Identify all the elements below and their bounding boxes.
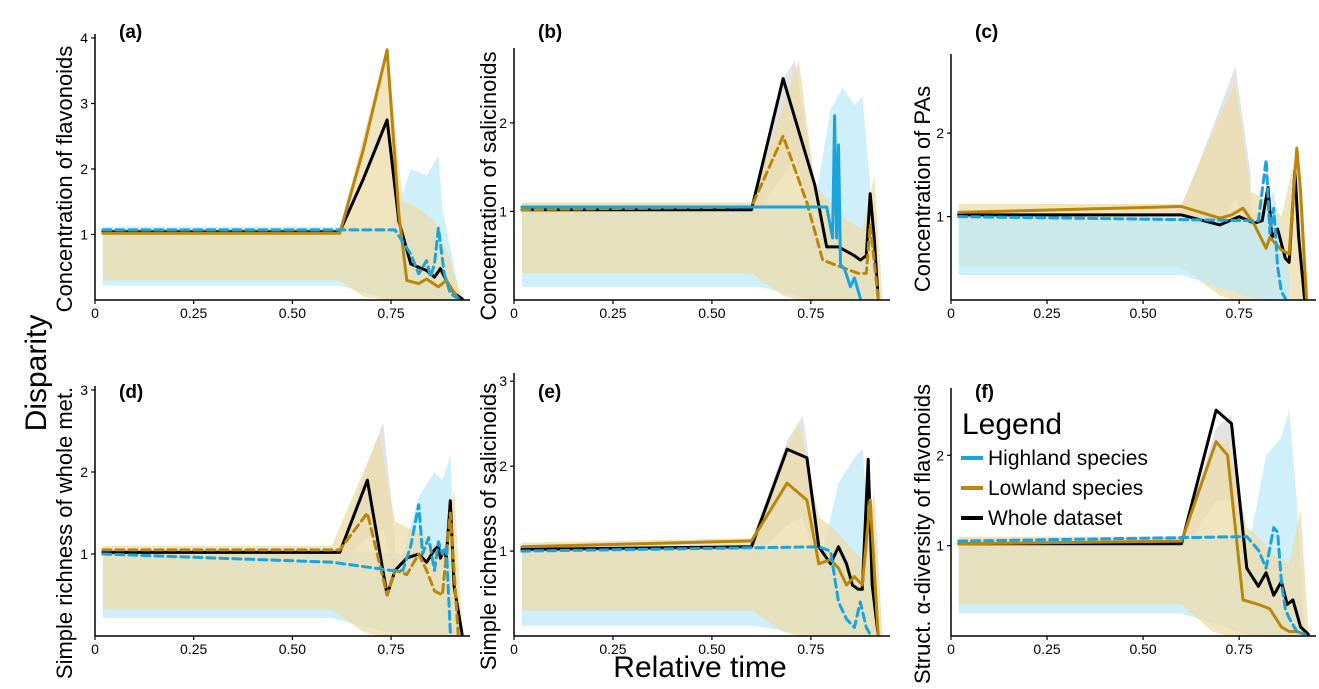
series-line-highland-species	[101, 226, 460, 301]
series-line-highland-species	[957, 158, 1287, 300]
y-tick-label: 1	[499, 203, 507, 219]
x-tick-label: 0.25	[180, 641, 207, 657]
x-tick-label: 0.75	[797, 641, 824, 657]
legend-item-label: Whole dataset	[988, 507, 1122, 530]
confidence-band-lowland-species	[958, 437, 1309, 636]
x-tick-label: 0	[510, 305, 518, 321]
panel-f: 0 0.25 0.50 0.75 1 2 (f) Struct. α-diversity of…	[910, 382, 1316, 684]
x-tick-label: 0.25	[1033, 305, 1060, 321]
y-tick-label: 2	[499, 115, 507, 131]
x-tick-label: 0	[510, 641, 518, 657]
x-tick-label: 0.50	[698, 305, 725, 321]
series-line-whole-dataset	[957, 408, 1310, 636]
series-line-highland-species	[101, 503, 456, 636]
shared-y-axis-label: Disparity	[20, 314, 53, 432]
x-tick-label: 0.75	[1226, 305, 1253, 321]
panel-label: (a)	[119, 22, 142, 43]
x-tick-label: 0.50	[1129, 305, 1156, 321]
y-tick-label: 1	[936, 538, 944, 554]
legend-item-label: Lowland species	[988, 477, 1143, 500]
series-line-highland-species	[520, 545, 872, 636]
y-axis-label: Struct. α-diversity of flavonoids	[910, 384, 935, 684]
series-line-lowland-species	[101, 511, 460, 636]
confidence-band-lowland-species	[521, 423, 883, 636]
x-tick-label: 0.25	[1033, 641, 1060, 657]
y-axis-label: Concentration of flavonoids	[52, 46, 77, 313]
y-axis-label: Simple richness of salicinoids	[476, 383, 501, 670]
x-tick-label: 0.75	[797, 305, 824, 321]
y-tick-label: 2	[936, 447, 944, 463]
x-tick-label: 0.50	[279, 305, 306, 321]
x-tick-label: 0	[947, 305, 955, 321]
y-tick-label: 4	[80, 30, 88, 46]
series-line-whole-dataset	[101, 478, 464, 636]
y-axis-label: Concentration of salicinoids	[476, 51, 501, 320]
y-tick-label: 2	[499, 458, 507, 474]
y-tick-label: 2	[80, 161, 88, 177]
x-tick-label: 0.50	[279, 641, 306, 657]
series-line-highland-species	[957, 526, 1306, 636]
x-tick-label: 0.25	[599, 305, 626, 321]
panel-label: (e)	[538, 382, 561, 403]
y-axis-label: Simple richness of whole met.	[52, 387, 77, 679]
series-line-lowland-species	[520, 481, 880, 636]
x-tick-label: 0	[91, 641, 99, 657]
x-tick-label: 0	[91, 305, 99, 321]
x-tick-label: 0.25	[599, 641, 626, 657]
panel-d: 0 0.25 0.50 0.75 1 2 3 (d) Simple richness of wh…	[52, 382, 470, 679]
panel-b: 0 0.25 0.50 0.75 1 2 (b) Concentration of salic…	[476, 22, 890, 321]
panel-label: (b)	[538, 22, 562, 43]
y-tick-label: 1	[80, 546, 88, 562]
x-tick-label: 0.75	[377, 305, 404, 321]
series-line-lowland-species	[101, 48, 460, 301]
y-tick-label: 3	[80, 382, 88, 398]
panel-e: 0 0.25 0.50 0.75 1 2 3 (e) Simple richness of sa…	[476, 373, 890, 670]
y-tick-label: 1	[499, 543, 507, 559]
shared-x-axis-label: Relative time	[613, 651, 787, 684]
x-tick-label: 0	[947, 641, 955, 657]
series-line-lowland-species	[957, 440, 1306, 636]
x-tick-label: 0.25	[180, 305, 207, 321]
y-tick-label: 3	[499, 373, 507, 389]
y-tick-label: 1	[936, 209, 944, 225]
series-line-highland-species	[520, 114, 862, 300]
y-axis-label: Concentration of PAs	[910, 86, 935, 292]
y-tick-label: 1	[80, 227, 88, 243]
panel-label: (f)	[975, 382, 994, 403]
confidence-band-lowland-species	[521, 60, 883, 301]
y-tick-label: 2	[80, 464, 88, 480]
legend-title: Legend	[962, 408, 1062, 441]
legend-item-label: Highland species	[988, 447, 1148, 470]
panel-label: (c)	[975, 22, 998, 43]
panel-c: 0 0.25 0.50 0.75 1 2 (c) Concentration of PAs	[910, 22, 1316, 321]
x-tick-label: 0.75	[377, 641, 404, 657]
series-line-whole-dataset	[520, 447, 880, 636]
y-tick-label: 2	[936, 125, 944, 141]
series-line-whole-dataset	[520, 77, 880, 300]
confidence-band-lowland-species	[102, 47, 463, 300]
confidence-band-lowland-species	[102, 435, 463, 636]
x-tick-label: 0.50	[1129, 641, 1156, 657]
y-tick-label: 3	[80, 96, 88, 112]
panel-a: 0 0.25 0.50 0.75 1 2 3 4 (a) Concentration of fla…	[52, 22, 470, 321]
series-line-lowland-species	[520, 134, 880, 300]
panel-label: (d)	[119, 382, 143, 403]
x-tick-label: 0.75	[1226, 641, 1253, 657]
x-tick-label: 0.50	[698, 641, 725, 657]
legend: Legend Highland species Lowland species Who…	[961, 408, 1148, 530]
series-line-lowland-species	[957, 146, 1308, 300]
